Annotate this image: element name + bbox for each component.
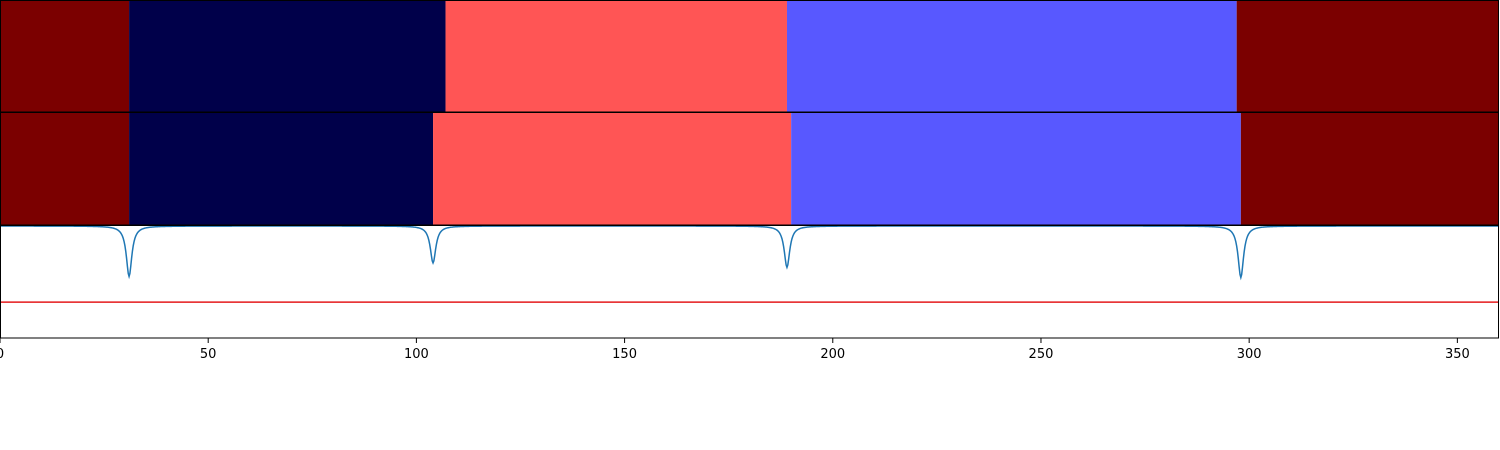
line-panel [0, 225, 1499, 339]
segment-bar-top [0, 0, 1499, 113]
x-tick-label-300: 300 [1237, 347, 1262, 362]
segment-1-5 [1236, 1, 1499, 112]
segment-2-5 [1240, 113, 1499, 225]
segment-1-2 [129, 1, 446, 112]
x-tick-label-250: 250 [1029, 347, 1054, 362]
segment-2-4 [791, 113, 1241, 225]
series-line-1 [0, 225, 1499, 281]
x-tick-label-100: 100 [404, 347, 429, 362]
segment-1-3 [445, 1, 787, 112]
x-tick-label-0: 0 [0, 347, 4, 362]
segment-2-1 [0, 113, 130, 225]
segment-2-3 [433, 113, 792, 225]
segment-2-2 [129, 113, 434, 225]
x-tick-label-200: 200 [820, 347, 845, 362]
segment-1-1 [0, 1, 130, 112]
x-tick-label-150: 150 [612, 347, 637, 362]
segment-bar-bottom [0, 112, 1499, 226]
segment-1-4 [786, 1, 1237, 112]
x-tick-label-350: 350 [1445, 347, 1470, 362]
line-panel-frame [0, 225, 1499, 339]
x-axis: 0 50 100 150 200 250 300 350 [0, 338, 1470, 362]
x-tick-label-50: 50 [200, 347, 217, 362]
